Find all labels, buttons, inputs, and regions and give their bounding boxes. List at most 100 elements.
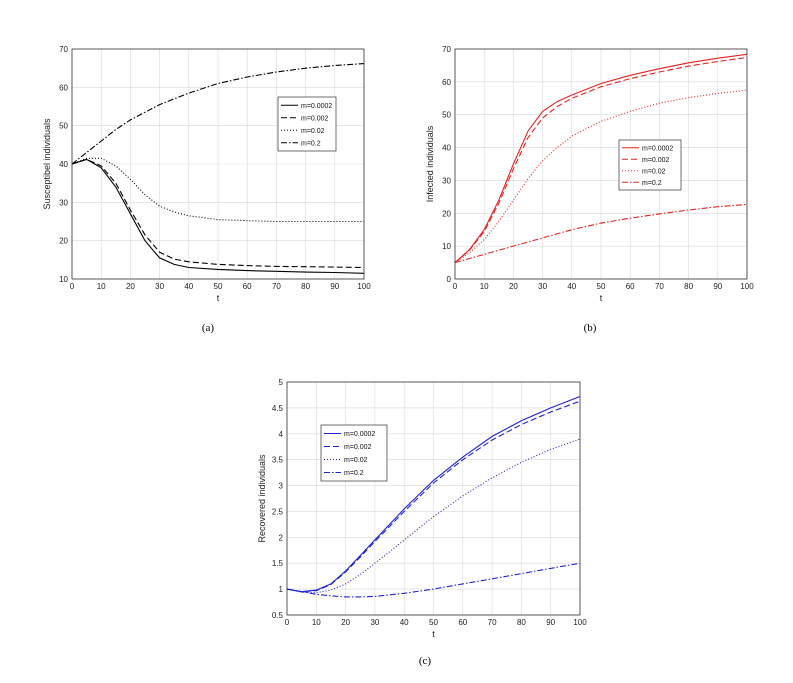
x-tick-label: 40 [184,282,193,291]
x-tick-label: 30 [370,618,379,627]
series-line-m=0.002 [286,400,581,593]
chart-1: 0 10 20 30 40 50 60 70 80 90 10010203040506070tSus… [42,45,371,334]
plot-frame [454,48,748,280]
x-tick-label: 50 [429,618,438,627]
y-tick-label: 0.5 [272,611,284,620]
y-tick-label: 3 [279,482,284,491]
y-tick-label: 4 [279,430,284,439]
series-line-m=0.0002 [454,53,748,264]
x-tick-label: 20 [341,618,350,627]
y-tick-label: 20 [59,237,68,246]
x-tick-label: 60 [626,282,635,291]
legend-entry: m=0.2 [301,140,321,147]
y-tick-label: 5 [279,378,284,387]
plot-frame [71,48,365,280]
y-tick-label: 1.5 [272,559,284,568]
legend: m=0.0002 m=0.002 m=0.02 m=0.2 [618,139,682,191]
y-tick-label: 40 [59,160,68,169]
chart-2: 0 10 20 30 40 50 60 70 80 90 100 0 10 20 30 40 50 60 70 t In… [425,45,754,334]
x-tick-label: 90 [546,618,555,627]
x-tick-label: 30 [155,282,164,291]
legend-entry: m=0.2 [642,180,662,187]
x-tick-label: 90 [713,282,722,291]
y-tick-label: 70 [442,45,451,54]
x-tick-label: 100 [740,282,754,291]
y-tick-label: 3.5 [272,456,284,465]
legend: m=0.0002 m=0.002 m=0.02 m=0.2 [277,96,337,152]
series-line-m=0.02 [454,89,748,264]
y-tick-label: 2 [279,533,284,542]
series-line-m=0.2 [286,562,581,598]
y-axis-label: Susceptibel individuals [42,118,52,210]
x-tick-label: 0 [285,618,290,627]
legend-box [320,424,388,482]
legend-entry: m=0.2 [344,470,364,477]
series-line-m=0.0002 [71,158,365,274]
panel-label: (b) [584,322,597,334]
y-tick-label: 30 [442,176,451,185]
series-line-m=0.2 [71,63,365,165]
x-tick-label: 0 [453,282,458,291]
series-line-m=0.02 [286,438,581,594]
legend-entry: m=0.02 [344,457,368,464]
y-tick-label: 40 [442,144,451,153]
x-tick-label: 80 [301,282,310,291]
y-tick-label: 2.5 [272,507,284,516]
legend-entry: m=0.002 [344,444,372,451]
legend-entry: m=0.0002 [301,103,332,110]
chart-3: 0 10 20 30 40 50 60 70 80 90 100 0.5 1 1.5 2 2.5 3 3.5 4 4.… [257,378,587,667]
legend-entry: m=0.0002 [642,145,673,152]
series-line-m=0.002 [71,158,365,269]
x-tick-label: 70 [488,618,497,627]
x-tick-label: 60 [243,282,252,291]
x-tick-label: 40 [567,282,576,291]
y-tick-label: 0 [447,275,452,284]
panel-label: (a) [202,322,215,334]
y-tick-label: 4.5 [272,404,284,413]
y-tick-label: 60 [442,78,451,87]
x-tick-label: 10 [312,618,321,627]
legend-box [618,139,682,191]
x-axis-label: t [217,293,220,303]
x-tick-label: 60 [458,618,467,627]
panel-label: (c) [419,655,432,667]
x-tick-label: 40 [400,618,409,627]
x-tick-label: 20 [126,282,135,291]
x-tick-label: 30 [538,282,547,291]
legend-entry: m=0.002 [642,157,670,164]
x-tick-label: 70 [272,282,281,291]
y-tick-label: 30 [59,198,68,207]
y-tick-label: 70 [59,45,68,54]
x-tick-label: 50 [214,282,223,291]
x-tick-label: 20 [509,282,518,291]
x-tick-label: 100 [573,618,587,627]
y-tick-label: 50 [59,122,68,131]
legend-entry: m=0.02 [301,128,325,135]
y-tick-label: 50 [442,111,451,120]
series-line-m=0.2 [454,203,748,264]
y-tick-label: 20 [442,209,451,218]
x-tick-label: 10 [480,282,489,291]
series-line-m=0.002 [454,56,748,264]
y-tick-label: 10 [59,275,68,284]
y-axis-label: Infected individuals [425,125,435,202]
legend-entry: m=0.0002 [344,431,375,438]
x-tick-label: 80 [517,618,526,627]
x-axis-label: t [432,629,435,639]
y-tick-label: 10 [442,242,451,251]
y-axis-label: Recovered individuals [257,454,267,543]
legend-box [277,96,337,152]
legend: m=0.0002 m=0.002 m=0.02 m=0.2 [320,424,388,482]
x-tick-label: 90 [330,282,339,291]
legend-entry: m=0.02 [642,168,666,175]
x-tick-label: 50 [597,282,606,291]
legend-entry: m=0.002 [301,115,329,122]
x-tick-label: 70 [655,282,664,291]
x-tick-label: 100 [357,282,371,291]
x-tick-label: 10 [97,282,106,291]
y-tick-label: 1 [279,585,284,594]
y-tick-label: 60 [59,83,68,92]
x-axis-label: t [600,293,603,303]
series-line-m=0.0002 [286,395,581,593]
